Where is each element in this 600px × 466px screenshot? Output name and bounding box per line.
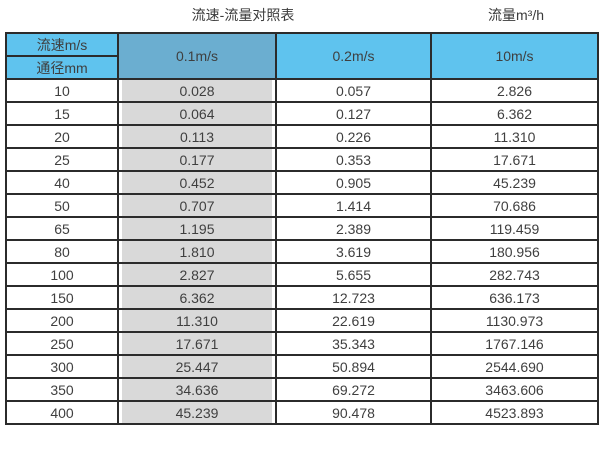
cell-flow-value: 11.310 (117, 308, 277, 333)
cell-diameter: 300 (5, 354, 119, 379)
cell-flow-value: 2.389 (275, 216, 432, 241)
cell-flow-value: 0.707 (117, 193, 277, 218)
cell-flow-value: 50.894 (275, 354, 432, 379)
cell-flow-value: 25.447 (117, 354, 277, 379)
cell-flow-value: 0.226 (275, 124, 432, 149)
cell-diameter: 250 (5, 331, 119, 356)
table-row: 300 25.447 50.894 2544.690 (5, 354, 599, 379)
cell-flow-value: 6.362 (117, 285, 277, 310)
cell-diameter: 350 (5, 377, 119, 402)
cell-flow-value: 22.619 (275, 308, 432, 333)
cell-flow-value: 12.723 (275, 285, 432, 310)
cell-flow-value: 17.671 (430, 147, 599, 172)
cell-diameter: 25 (5, 147, 119, 172)
table-row: 10 0.028 0.057 2.826 (5, 78, 599, 103)
column-header-0_1ms: 0.1m/s (117, 32, 277, 80)
table-row: 250 17.671 35.343 1767.146 (5, 331, 599, 356)
cell-flow-value: 0.353 (275, 147, 432, 172)
table-row: 400 45.239 90.478 4523.893 (5, 400, 599, 425)
cell-flow-value: 0.127 (275, 101, 432, 126)
column-header-10ms: 10m/s (430, 32, 599, 80)
table-row: 65 1.195 2.389 119.459 (5, 216, 599, 241)
cell-flow-value: 1130.973 (430, 308, 599, 333)
corner-diameter-label: 通径mm (5, 55, 119, 80)
table-title: 流速-流量对照表 (191, 7, 295, 23)
table-row: 80 1.810 3.619 180.956 (5, 239, 599, 264)
cell-flow-value: 4523.893 (430, 400, 599, 425)
cell-flow-value: 45.239 (430, 170, 599, 195)
cell-flow-value: 282.743 (430, 262, 599, 287)
cell-diameter: 80 (5, 239, 119, 264)
cell-flow-value: 90.478 (275, 400, 432, 425)
cell-flow-value: 2.826 (430, 78, 599, 103)
titlebar: 流速-流量对照表 流量m³/h (0, 0, 600, 32)
cell-flow-value: 0.064 (117, 101, 277, 126)
cell-diameter: 15 (5, 101, 119, 126)
cell-flow-value: 1.810 (117, 239, 277, 264)
corner-velocity-label: 流速m/s (5, 32, 119, 57)
cell-flow-value: 70.686 (430, 193, 599, 218)
flow-rate-table: 流速m/s 0.1m/s 0.2m/s 10m/s 通径mm 10 0.028 0.… (5, 32, 599, 425)
table-row: 25 0.177 0.353 17.671 (5, 147, 599, 172)
cell-diameter: 100 (5, 262, 119, 287)
table-row: 200 11.310 22.619 1130.973 (5, 308, 599, 333)
cell-diameter: 65 (5, 216, 119, 241)
cell-flow-value: 3463.606 (430, 377, 599, 402)
cell-diameter: 400 (5, 400, 119, 425)
cell-diameter: 200 (5, 308, 119, 333)
cell-flow-value: 0.177 (117, 147, 277, 172)
table-header: 流速m/s 0.1m/s 0.2m/s 10m/s 通径mm (5, 32, 599, 80)
cell-flow-value: 17.671 (117, 331, 277, 356)
cell-flow-value: 45.239 (117, 400, 277, 425)
cell-flow-value: 5.655 (275, 262, 432, 287)
cell-flow-value: 180.956 (430, 239, 599, 264)
header-row-top: 流速m/s 0.1m/s 0.2m/s 10m/s (5, 32, 599, 80)
cell-diameter: 20 (5, 124, 119, 149)
cell-flow-value: 2544.690 (430, 354, 599, 379)
cell-flow-value: 35.343 (275, 331, 432, 356)
table-row: 20 0.113 0.226 11.310 (5, 124, 599, 149)
table-row: 40 0.452 0.905 45.239 (5, 170, 599, 195)
table-row: 50 0.707 1.414 70.686 (5, 193, 599, 218)
cell-flow-value: 2.827 (117, 262, 277, 287)
table-row: 350 34.636 69.272 3463.606 (5, 377, 599, 402)
flow-unit-label: 流量m³/h (488, 7, 544, 23)
cell-diameter: 10 (5, 78, 119, 103)
header-row-bottom: 通径mm (5, 55, 598, 80)
cell-flow-value: 0.452 (117, 170, 277, 195)
cell-flow-value: 1767.146 (430, 331, 599, 356)
cell-flow-value: 0.905 (275, 170, 432, 195)
cell-flow-value: 119.459 (430, 216, 599, 241)
table-row: 100 2.827 5.655 282.743 (5, 262, 599, 287)
cell-diameter: 50 (5, 193, 119, 218)
cell-flow-value: 34.636 (117, 377, 277, 402)
cell-flow-value: 636.173 (430, 285, 599, 310)
table-row: 150 6.362 12.723 636.173 (5, 285, 599, 310)
cell-flow-value: 11.310 (430, 124, 599, 149)
table-row: 15 0.064 0.127 6.362 (5, 101, 599, 126)
column-header-0_2ms: 0.2m/s (275, 32, 432, 80)
cell-diameter: 40 (5, 170, 119, 195)
cell-flow-value: 0.113 (117, 124, 277, 149)
cell-flow-value: 0.057 (275, 78, 432, 103)
cell-flow-value: 1.414 (275, 193, 432, 218)
cell-flow-value: 3.619 (275, 239, 432, 264)
cell-flow-value: 0.028 (117, 78, 277, 103)
cell-flow-value: 69.272 (275, 377, 432, 402)
cell-flow-value: 6.362 (430, 101, 599, 126)
cell-flow-value: 1.195 (117, 216, 277, 241)
cell-diameter: 150 (5, 285, 119, 310)
table-body: 10 0.028 0.057 2.826 15 0.064 0.127 6.362 20 0.11… (5, 78, 599, 425)
